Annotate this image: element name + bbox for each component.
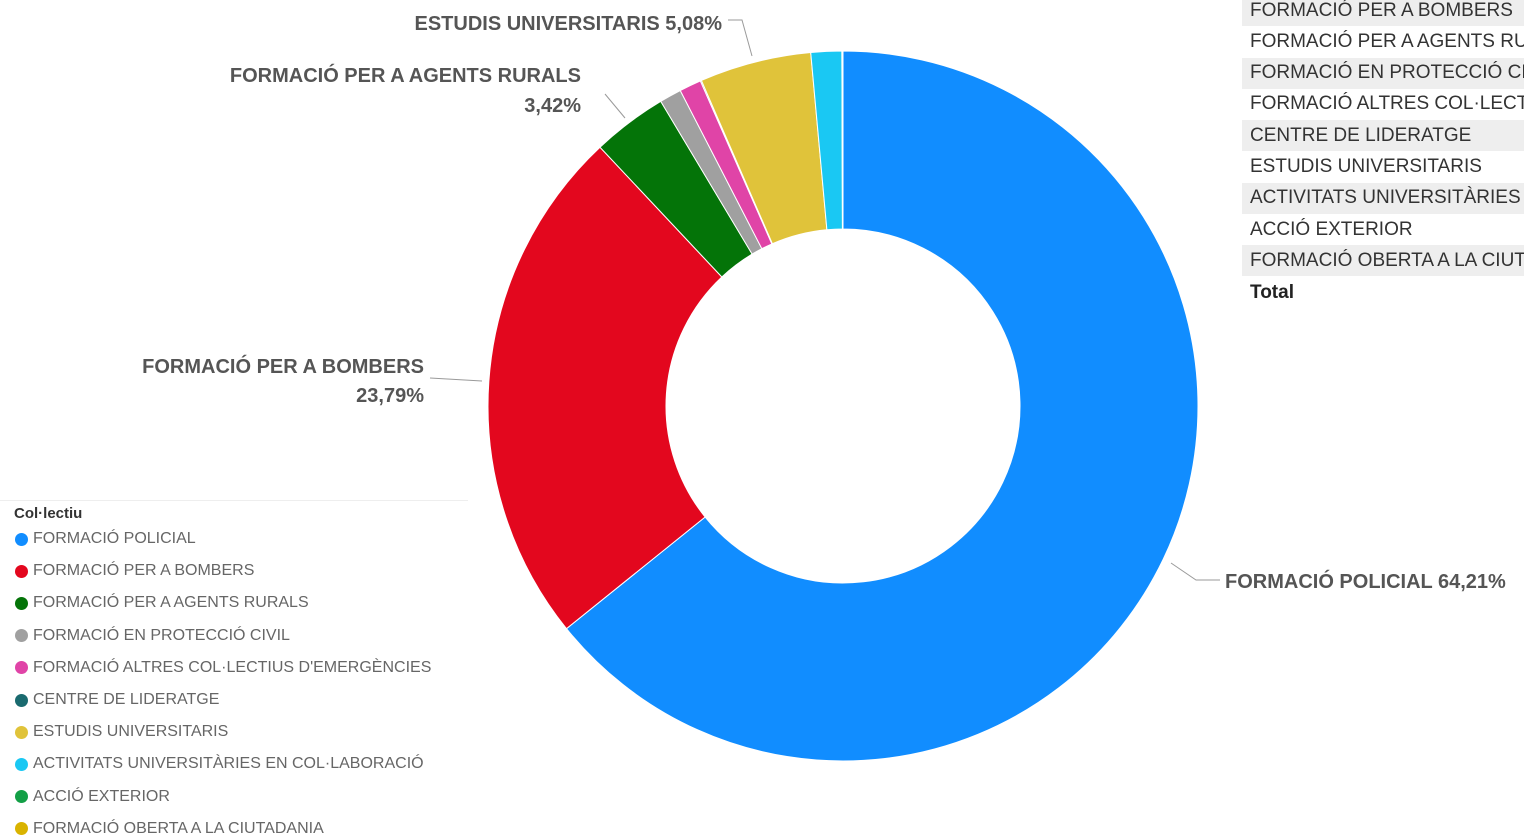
- label-bombers-name: FORMACIÓ PER A BOMBERS: [142, 354, 424, 378]
- legend-item-formacio-altres-col-lectius-d-emergencies[interactable]: FORMACIÓ ALTRES COL·LECTIUS D'EMERGÈNCIE…: [15, 657, 431, 679]
- table-row: FORMACIÓ EN PROTECCIÓ CI: [1242, 57, 1524, 89]
- table-cell: FORMACIÓ PER A BOMBERS: [1250, 0, 1513, 21]
- legend-label: ESTUDIS UNIVERSITARIS: [33, 723, 229, 741]
- legend-dot-icon: [15, 532, 28, 546]
- legend-dot-icon: [15, 757, 28, 771]
- label-agents-rurals-name: FORMACIÓ PER A AGENTS RURALS: [230, 63, 581, 87]
- table-total-label: Total: [1250, 282, 1294, 303]
- data-table: FORMACIÓ PER A BOMBERS FORMACIÓ PER A AGE…: [1242, 0, 1524, 312]
- legend-title: Col·lectiu: [14, 505, 83, 522]
- table-row: ACCIÓ EXTERIOR: [1242, 214, 1524, 245]
- table-row: FORMACIÓ OBERTA A LA CIUT: [1242, 245, 1524, 277]
- legend-label: FORMACIÓ ALTRES COL·LECTIUS D'EMERGÈNCIE…: [33, 658, 432, 676]
- slice-formacio-oberta-a-la-ciutadania[interactable]: [841, 50, 844, 230]
- table-cell: ESTUDIS UNIVERSITARIS: [1250, 156, 1482, 177]
- label-bombers-pct: 23,79%: [356, 385, 424, 407]
- legend-dot-icon: [15, 596, 28, 610]
- table-cell: FORMACIÓ PER A AGENTS RU: [1250, 30, 1524, 52]
- legend-item-estudis-universitaris[interactable]: ESTUDIS UNIVERSITARIS: [15, 721, 228, 743]
- legend-dot-icon: [15, 725, 28, 739]
- legend-label: FORMACIÓ POLICIAL: [33, 530, 196, 547]
- label-policial-pct: 64,21%: [1438, 571, 1506, 593]
- donut-slices: [487, 50, 1199, 762]
- legend-item-formacio-oberta-a-la-ciutadania[interactable]: FORMACIÓ OBERTA A LA CIUTADANIA: [15, 818, 324, 840]
- legend-dot-icon: [15, 629, 28, 643]
- leader-agents-rurals: [604, 93, 626, 119]
- label-estudis-universitaris: ESTUDIS UNIVERSITARIS 5,08%: [415, 13, 723, 35]
- legend-item-centre-de-lideratge[interactable]: CENTRE DE LIDERATGE: [15, 689, 219, 711]
- label-estudis-universitaris-name: ESTUDIS UNIVERSITARIS: [415, 13, 660, 35]
- legend-dot-icon: [15, 693, 28, 707]
- table-row: ESTUDIS UNIVERSITARIS: [1242, 152, 1524, 183]
- label-policial: FORMACIÓ POLICIAL 64,21%: [1225, 569, 1506, 593]
- legend-separator: [0, 500, 468, 501]
- legend-label: FORMACIÓ EN PROTECCIÓ CIVIL: [33, 626, 290, 644]
- label-estudis-universitaris-pct: 5,08%: [665, 13, 722, 35]
- legend-label: CENTRE DE LIDERATGE: [33, 691, 220, 708]
- leader-bombers: [429, 377, 483, 382]
- table-cell: FORMACIÓ ALTRES COL·LECTI: [1250, 93, 1524, 115]
- legend-dot-icon: [15, 790, 28, 804]
- legend-item-activitats-universitaries-en-col-laboracio[interactable]: ACTIVITATS UNIVERSITÀRIES EN COL·LABORAC…: [15, 753, 424, 775]
- label-agents-rurals-pct: 3,42%: [524, 95, 581, 117]
- legend-item-accio-exterior[interactable]: ACCIÓ EXTERIOR: [15, 786, 170, 808]
- table-cell: ACTIVITATS UNIVERSITÀRIES E: [1250, 187, 1524, 209]
- legend-label: FORMACIÓ PER A AGENTS RURALS: [33, 594, 309, 612]
- legend-label: FORMACIÓ PER A BOMBERS: [33, 562, 255, 580]
- table-cell: CENTRE DE LIDERATGE: [1250, 124, 1472, 146]
- leader-estudis-universitaris: [728, 19, 753, 57]
- legend-label: ACCIÓ EXTERIOR: [33, 787, 170, 805]
- label-policial-name: FORMACIÓ POLICIAL: [1225, 569, 1433, 593]
- table-row: CENTRE DE LIDERATGE: [1242, 120, 1524, 152]
- legend-dot-icon: [15, 822, 28, 836]
- table-cell: FORMACIÓ OBERTA A LA CIUT: [1250, 249, 1524, 271]
- table-cell: ACCIÓ EXTERIOR: [1250, 218, 1413, 240]
- table-row: FORMACIÓ PER A AGENTS RU: [1242, 26, 1524, 57]
- label-leader-lines: [429, 19, 1220, 581]
- table-row: FORMACIÓ PER A BOMBERS: [1242, 0, 1524, 26]
- legend-item-formacio-policial[interactable]: FORMACIÓ POLICIAL: [15, 528, 196, 550]
- legend-dot-icon: [15, 661, 28, 675]
- slice-formacio-policial[interactable]: [565, 50, 1199, 762]
- legend-item-formacio-per-a-bombers[interactable]: FORMACIÓ PER A BOMBERS: [15, 560, 254, 582]
- leader-policial: [1170, 562, 1220, 581]
- table-cell: FORMACIÓ EN PROTECCIÓ CI: [1250, 62, 1524, 84]
- legend-label: ACTIVITATS UNIVERSITÀRIES EN COL·LABORAC…: [33, 755, 424, 773]
- legend-item-formacio-en-proteccio-civil[interactable]: FORMACIÓ EN PROTECCIÓ CIVIL: [15, 625, 290, 647]
- legend-label: FORMACIÓ OBERTA A LA CIUTADANIA: [33, 819, 324, 837]
- table-row: FORMACIÓ ALTRES COL·LECTI: [1242, 89, 1524, 120]
- legend-dot-icon: [15, 564, 28, 578]
- slice-formacio-per-a-bombers[interactable]: [487, 146, 723, 630]
- table-row: ACTIVITATS UNIVERSITÀRIES E: [1242, 182, 1524, 214]
- legend-item-formacio-per-a-agents-rurals[interactable]: FORMACIÓ PER A AGENTS RURALS: [15, 592, 309, 614]
